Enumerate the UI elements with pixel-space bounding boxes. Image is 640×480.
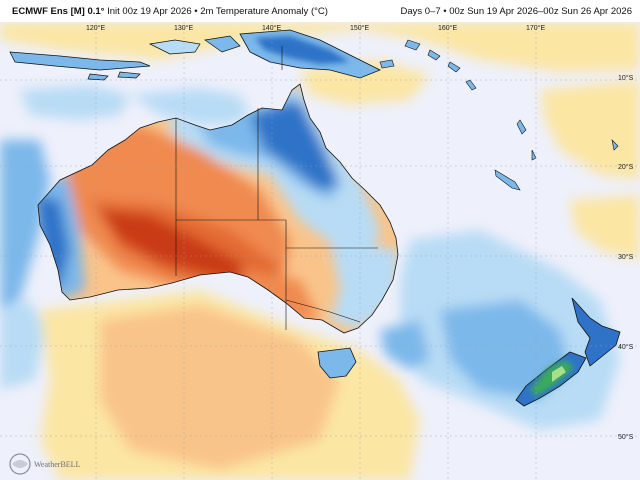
lat-label: 20°S bbox=[618, 163, 634, 171]
init-time: Init 00z 19 Apr 2026 bbox=[107, 6, 192, 17]
indonesia-islands bbox=[9, 35, 241, 81]
state-border-nsw-vic bbox=[285, 299, 361, 323]
lat-label: 40°S bbox=[618, 343, 634, 351]
new-zealand bbox=[515, 297, 621, 407]
latitude-labels: 10°S 20°S 30°S 40°S 50°S bbox=[618, 74, 634, 441]
pacific-islands bbox=[379, 39, 619, 191]
lat-label: 30°S bbox=[618, 253, 634, 261]
separator-dot: • bbox=[194, 6, 198, 17]
svg-text:WeatherBELL: WeatherBELL bbox=[34, 460, 81, 469]
lat-label: 10°S bbox=[618, 74, 634, 82]
lat-label: 50°S bbox=[618, 433, 634, 441]
ocean-anomaly-layer bbox=[0, 22, 640, 480]
lon-label: 150°E bbox=[350, 24, 369, 32]
model-title: ECMWF Ens [M] 0.1° bbox=[12, 6, 105, 17]
lon-label: 170°E bbox=[526, 24, 545, 32]
lon-label: 160°E bbox=[438, 24, 457, 32]
lon-label: 120°E bbox=[86, 24, 105, 32]
valid-period: Days 0–7 • 00z Sun 19 Apr 2026–00z Sun 2… bbox=[400, 6, 633, 17]
longitude-labels: 120°E 130°E 140°E 150°E 160°E 170°E bbox=[86, 24, 545, 32]
weatherbell-logo: WeatherBELL bbox=[9, 453, 81, 475]
variable-name: 2m Temperature Anomaly (°C) bbox=[200, 6, 328, 17]
tasmania bbox=[317, 347, 357, 379]
nz-north-island bbox=[571, 297, 621, 367]
lon-label: 130°E bbox=[174, 24, 193, 32]
graticule bbox=[0, 22, 640, 480]
lon-label: 140°E bbox=[262, 24, 281, 32]
map-header: ECMWF Ens [M] 0.1° Init 00z 19 Apr 2026 … bbox=[0, 0, 640, 22]
coastlines bbox=[37, 83, 399, 334]
temperature-anomaly-map: 10°S 20°S 30°S 40°S 50°S 120°E 130°E 140… bbox=[0, 22, 640, 480]
